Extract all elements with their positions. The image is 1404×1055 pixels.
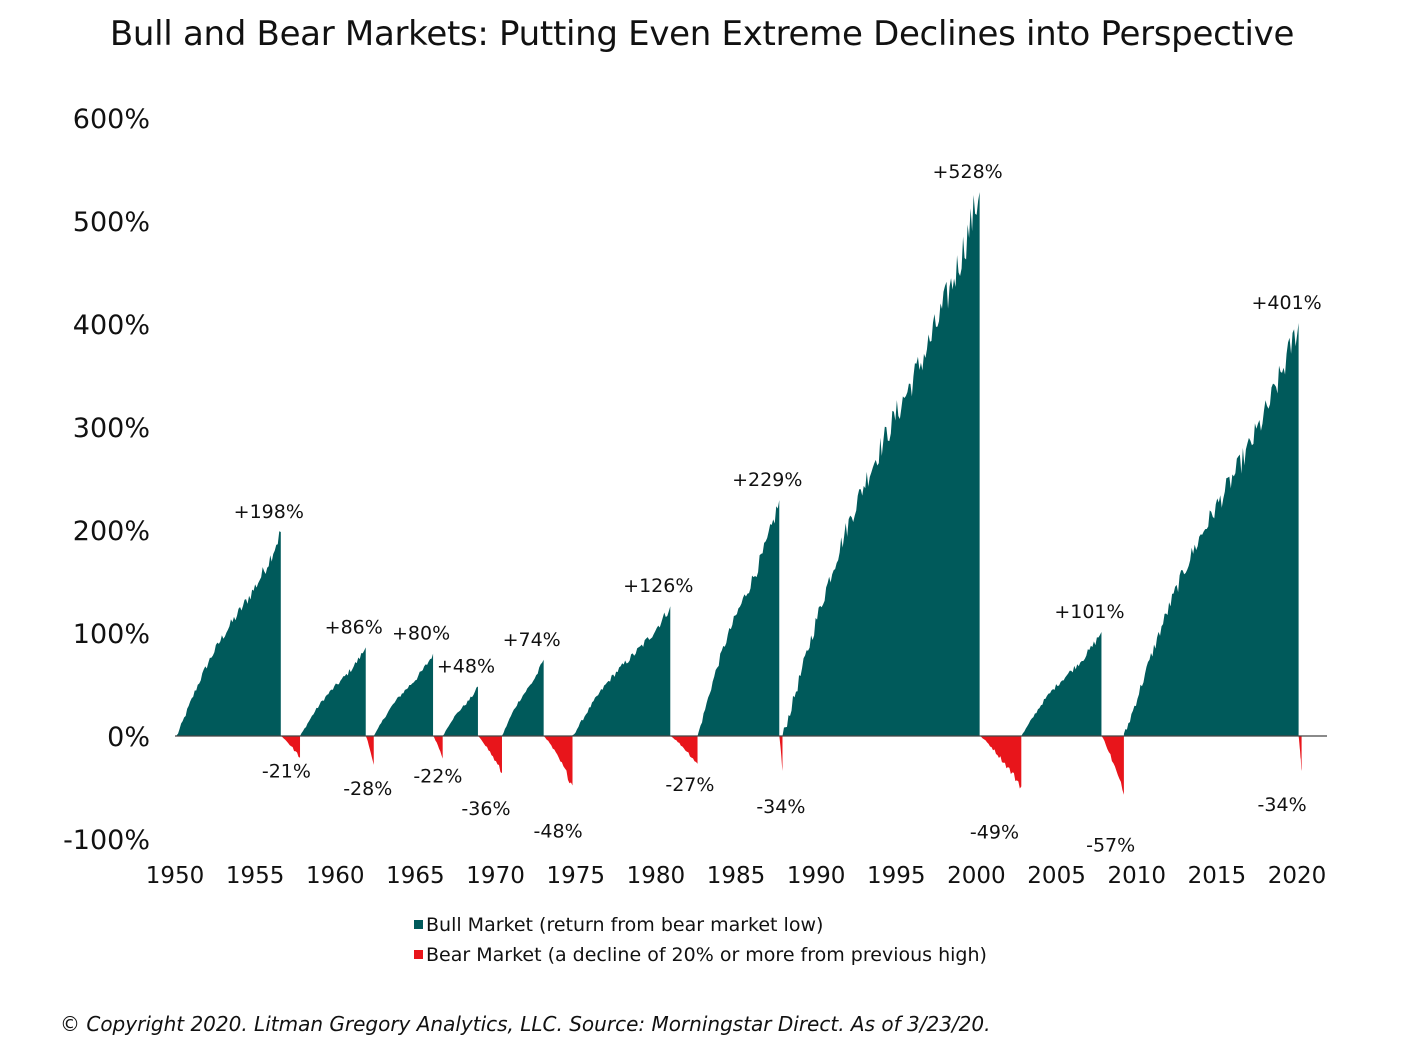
legend-label-bull: Bull Market (return from bear market low…: [426, 914, 824, 936]
x-tick-label: 1965: [386, 863, 445, 889]
x-tick-label: 1970: [466, 863, 525, 889]
x-tick-label: 1960: [306, 863, 365, 889]
bull-peak-label: +401%: [1251, 292, 1321, 314]
bear-trough-label: -34%: [756, 796, 805, 818]
bull-peak-label: +229%: [732, 469, 802, 491]
chart-title: Bull and Bear Markets: Putting Even Extr…: [109, 14, 1295, 54]
bull-area: [1021, 631, 1102, 736]
bull-area: [176, 531, 281, 736]
bear-trough-label: -27%: [665, 774, 714, 796]
bull-area: [572, 606, 671, 736]
bull-area: [501, 659, 544, 736]
y-axis: 600% 500% 400% 300% 200% 100% 0% -100%: [63, 104, 150, 856]
x-tick-label: 2020: [1268, 863, 1327, 889]
y-tick-label: 0%: [107, 722, 150, 753]
bear-area: [670, 736, 698, 764]
data-labels: +198% +86% +80% +48% +74% +126% +229% +528% +101…: [234, 161, 1322, 857]
bull-area: [373, 653, 434, 736]
bull-peak-label: +198%: [234, 501, 304, 523]
bull-swatch-icon: [414, 920, 423, 929]
bear-area: [280, 736, 301, 758]
bull-peak-label: +126%: [623, 575, 693, 597]
bear-trough-label: -57%: [1086, 835, 1135, 857]
bear-swatch-icon: [414, 950, 423, 959]
y-tick-label: 600%: [73, 104, 150, 135]
bull-peak-label: +80%: [392, 623, 450, 645]
legend-label-bear: Bear Market (a decline of 20% or more fr…: [426, 944, 987, 966]
y-tick-label: 100%: [73, 619, 150, 650]
bear-area: [1101, 736, 1124, 795]
bull-bear-chart: 600% 500% 400% 300% 200% 100% 0% -100% 1950 1955…: [63, 104, 1327, 889]
x-tick-label: 2010: [1107, 863, 1166, 889]
x-tick-label: 2000: [947, 863, 1006, 889]
bear-area: [979, 736, 1022, 789]
x-tick-label: 1990: [787, 863, 846, 889]
y-tick-label: -100%: [63, 825, 150, 856]
x-tick-label: 2005: [1027, 863, 1086, 889]
x-tick-label: 1985: [707, 863, 766, 889]
bull-area: [782, 192, 980, 736]
bear-trough-label: -36%: [461, 798, 510, 820]
bear-market-areas: [280, 736, 1302, 795]
x-tick-label: 1975: [546, 863, 605, 889]
bull-peak-label: +74%: [503, 629, 561, 651]
bull-market-areas: [176, 192, 1299, 736]
bear-area: [1298, 736, 1302, 772]
x-tick-label: 1980: [627, 863, 686, 889]
bull-area: [442, 686, 478, 736]
bear-trough-label: -22%: [413, 766, 462, 788]
bear-trough-label: -34%: [1258, 794, 1307, 816]
x-tick-label: 1955: [226, 863, 285, 889]
bear-area: [543, 736, 573, 786]
y-tick-label: 400%: [73, 310, 150, 341]
legend-item-bull: Bull Market (return from bear market low…: [414, 914, 823, 936]
x-tick-label: 1950: [146, 863, 205, 889]
y-tick-label: 200%: [73, 516, 150, 547]
y-tick-label: 300%: [73, 413, 150, 444]
bull-peak-label: +48%: [437, 656, 495, 678]
legend-item-bear: Bear Market (a decline of 20% or more fr…: [414, 944, 987, 966]
y-tick-label: 500%: [73, 207, 150, 238]
bull-peak-label: +528%: [933, 161, 1003, 183]
bear-trough-label: -48%: [534, 820, 583, 842]
bear-trough-label: -28%: [343, 778, 392, 800]
bull-area: [300, 647, 366, 736]
bull-area: [697, 500, 780, 736]
x-tick-label: 1995: [867, 863, 926, 889]
bull-peak-label: +86%: [325, 616, 383, 638]
bull-area: [1123, 322, 1299, 736]
copyright-footer: © Copyright 2020. Litman Gregory Analyti…: [60, 1012, 991, 1036]
bear-area: [365, 736, 374, 765]
bear-trough-label: -21%: [262, 761, 311, 783]
bear-trough-label: -49%: [970, 821, 1019, 843]
bear-area: [433, 736, 443, 759]
x-axis: 1950 1955 1960 1965 1970 1975 1980 1985 1990 1995…: [146, 863, 1327, 889]
bull-peak-label: +101%: [1054, 601, 1124, 623]
x-tick-label: 2015: [1188, 863, 1247, 889]
bear-area: [779, 736, 783, 772]
bear-area: [477, 736, 502, 774]
